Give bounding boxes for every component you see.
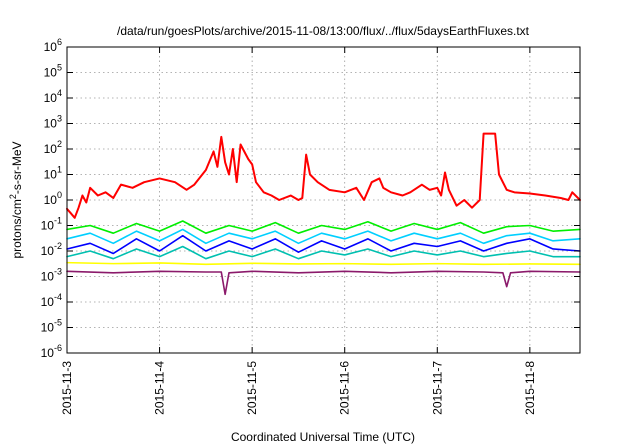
x-tick-label: 2015-11-4 (153, 361, 167, 415)
y-tick-exponent: 3 (57, 114, 62, 124)
y-tick-exponent: 6 (57, 37, 62, 47)
series-line-6 (66, 261, 581, 266)
y-tick-label: 101 (44, 165, 62, 182)
y-tick-base: 10 (41, 244, 55, 258)
plot-frame (66, 46, 581, 354)
x-tick-label: 2015-11-8 (523, 361, 537, 415)
grid (67, 47, 580, 353)
y-tick-label: 102 (44, 139, 62, 156)
x-axis-title: Coordinated Universal Time (UTC) (231, 430, 415, 444)
y-tick-exponent: 5 (57, 63, 62, 73)
y-tick-label: 103 (44, 114, 62, 131)
y-tick-label: 106 (44, 37, 62, 54)
y-tick-exponent: -6 (54, 343, 62, 353)
series-line-4 (66, 234, 581, 255)
y-tick-base: 10 (44, 91, 58, 105)
y-tick-exponent: 0 (57, 190, 62, 200)
y-tick-exponent: -5 (54, 318, 62, 328)
y-tick-exponent: 2 (57, 139, 62, 149)
y-tick-base: 10 (41, 295, 55, 309)
y-tick-label: 10-2 (41, 241, 62, 258)
y-tick-base: 10 (44, 117, 58, 131)
y-tick-exponent: -2 (54, 241, 62, 251)
y-axis-title-pre: protons/cm (10, 199, 24, 258)
series-line-7 (66, 270, 581, 296)
y-tick-label: 100 (44, 190, 62, 207)
y-tick-label: 10-5 (41, 318, 62, 335)
y-axis-title-post: -s-sr-MeV (10, 141, 24, 194)
y-tick-label: 10-4 (41, 292, 62, 309)
x-tick-label: 2015-11-6 (338, 361, 352, 415)
y-tick-exponent: -1 (54, 216, 62, 226)
series-line-5 (66, 245, 581, 260)
y-tick-base: 10 (44, 142, 58, 156)
series-line-3 (66, 228, 581, 245)
y-tick-base: 10 (44, 66, 58, 80)
y-tick-label: 10-6 (41, 343, 62, 360)
series-line-1 (66, 132, 581, 219)
y-tick-label: 104 (44, 88, 62, 105)
y-tick-exponent: -4 (54, 292, 62, 302)
y-axis-title-sup: 2 (8, 194, 18, 199)
y-tick-base: 10 (41, 219, 55, 233)
y-tick-base: 10 (41, 346, 55, 360)
y-tick-base: 10 (41, 321, 55, 335)
y-tick-base: 10 (44, 168, 58, 182)
series-line-2 (66, 220, 581, 234)
y-tick-label: 10-1 (41, 216, 62, 233)
series-group (66, 132, 581, 296)
y-tick-base: 10 (44, 40, 58, 54)
y-tick-exponent: -3 (54, 267, 62, 277)
x-tick-label: 2015-11-7 (430, 361, 444, 415)
ticks: 10-610-510-410-310-210-11001011021031041… (41, 37, 580, 415)
y-axis-title: protons/cm2-s-sr-MeV (8, 141, 24, 258)
x-tick-label: 2015-11-3 (60, 361, 74, 415)
y-tick-exponent: 4 (57, 88, 62, 98)
chart-title: /data/run/goesPlots/archive/2015-11-08/1… (117, 24, 530, 38)
y-tick-exponent: 1 (57, 165, 62, 175)
x-tick-label: 2015-11-5 (245, 361, 259, 415)
y-tick-label: 105 (44, 63, 62, 80)
y-tick-base: 10 (44, 193, 58, 207)
y-tick-label: 10-3 (41, 267, 62, 284)
y-tick-base: 10 (41, 270, 55, 284)
